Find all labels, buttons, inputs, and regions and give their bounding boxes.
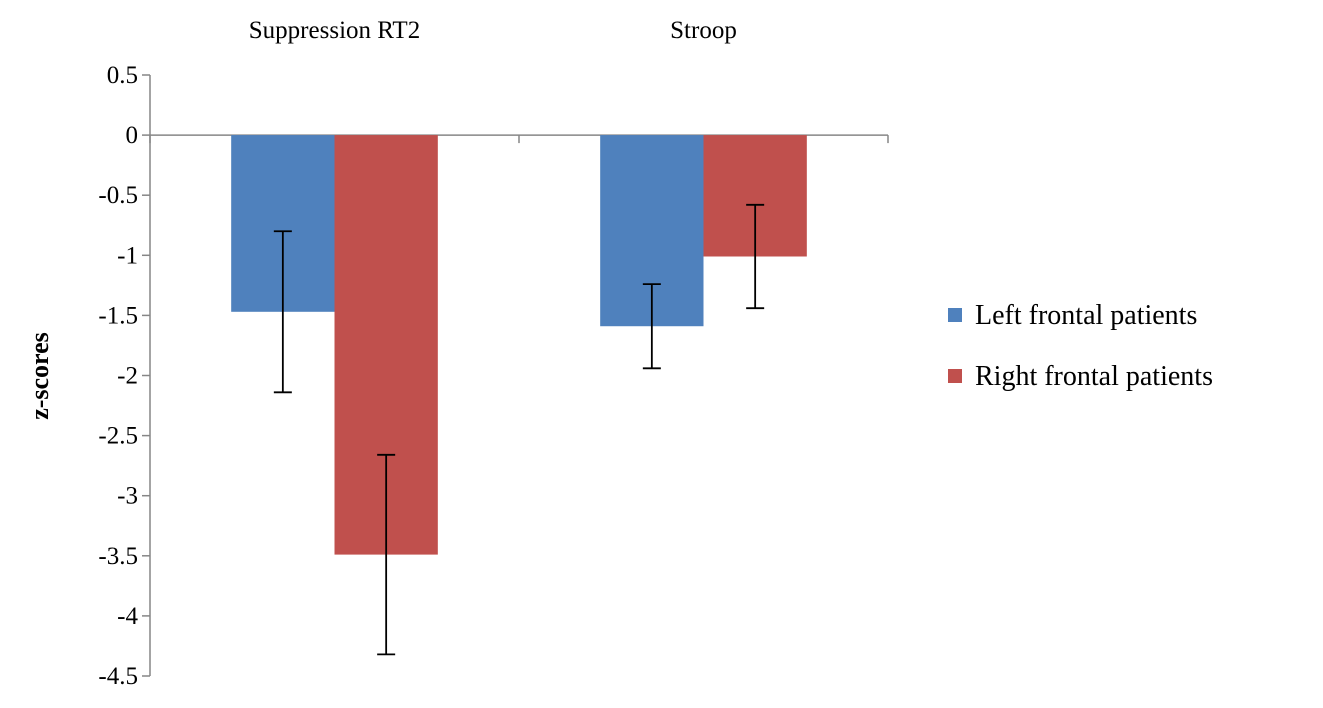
y-tick-label: -3.5 bbox=[98, 543, 138, 570]
y-tick-label: -3 bbox=[117, 483, 138, 510]
legend-label: Left frontal patients bbox=[975, 300, 1197, 331]
y-tick-label: -0.5 bbox=[98, 182, 138, 209]
legend: Left frontal patients Right frontal patie… bbox=[948, 300, 1213, 392]
y-tick-label: -1 bbox=[117, 242, 138, 269]
legend-swatch bbox=[948, 308, 962, 322]
category-label: Stroop bbox=[670, 17, 737, 44]
y-tick-label: -2.5 bbox=[98, 423, 138, 450]
labels-layer: 0.5 0 -0.5 -1 -1.5 -2 -2.5 -3 -3.5 -4 -4.5 Suppress… bbox=[25, 17, 737, 690]
category-label: Suppression RT2 bbox=[249, 17, 420, 44]
legend-label: Right frontal patients bbox=[975, 361, 1213, 392]
error-bars-layer bbox=[273, 203, 765, 656]
y-tick-label: -1.5 bbox=[98, 302, 138, 329]
y-tick-label: -4 bbox=[117, 603, 138, 630]
y-tick-label: 0.5 bbox=[107, 62, 138, 89]
legend-swatch bbox=[948, 369, 962, 383]
y-tick-label: -2 bbox=[117, 363, 138, 390]
y-axis-label: z-scores bbox=[25, 332, 54, 420]
y-tick-label: 0 bbox=[126, 122, 139, 149]
bars-layer bbox=[231, 135, 807, 555]
y-tick-label: -4.5 bbox=[98, 663, 138, 690]
